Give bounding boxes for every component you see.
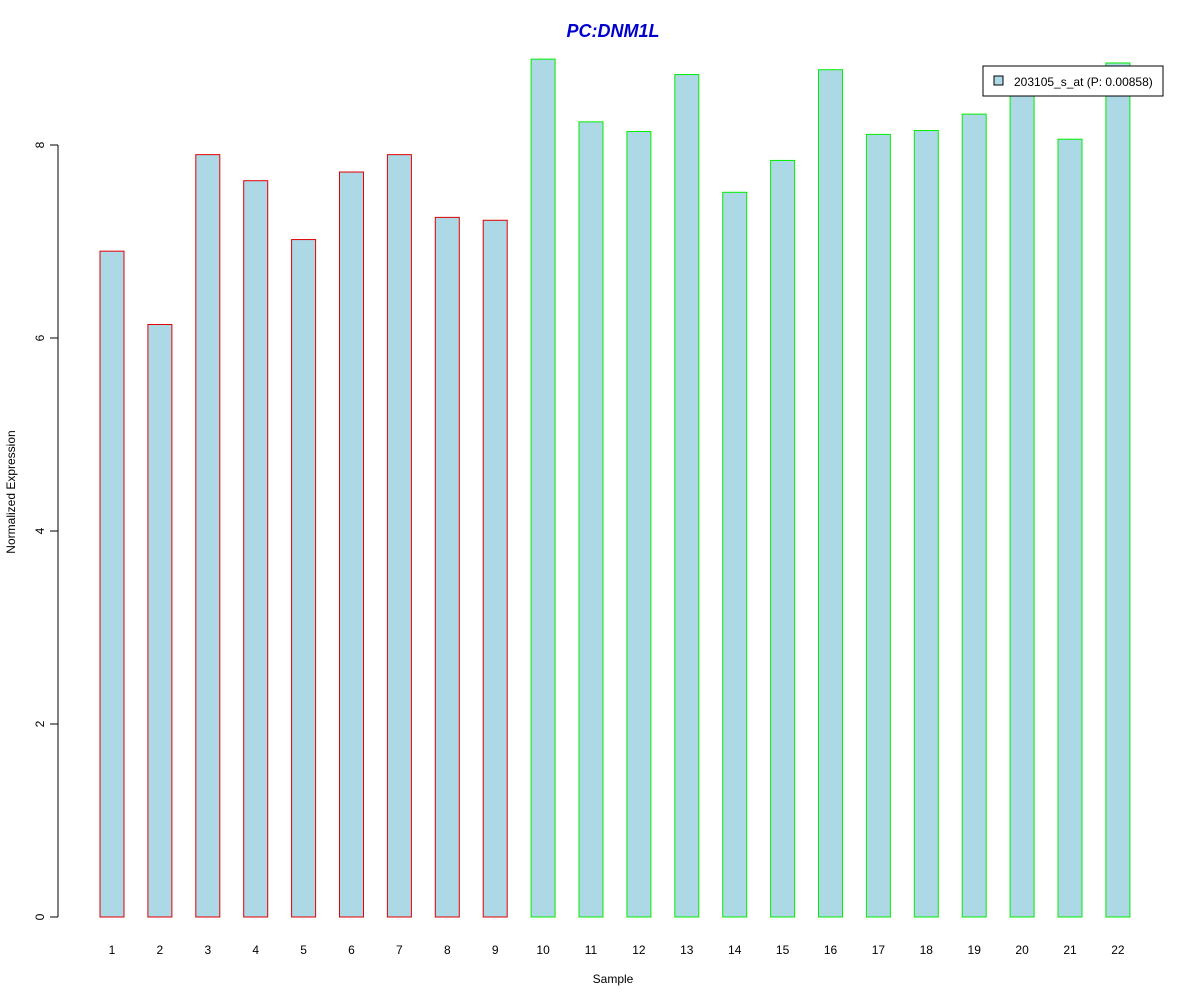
x-tick-label-14: 14	[728, 943, 742, 957]
y-tick-label: 4	[33, 527, 47, 534]
legend-box	[982, 65, 1164, 97]
bars-group	[99, 58, 1131, 918]
x-tick-label-5: 5	[300, 943, 307, 957]
bar-sample-16	[818, 69, 843, 918]
x-tick-label-19: 19	[968, 943, 982, 957]
x-tick-label-11: 11	[585, 943, 598, 957]
x-tick-label-8: 8	[444, 943, 451, 957]
bar-sample-20	[1009, 86, 1035, 918]
y-tick-label: 2	[33, 720, 47, 727]
bar-sample-15	[770, 159, 796, 918]
bar-sample-17	[865, 133, 891, 918]
x-tick-label-7: 7	[396, 943, 403, 957]
bar-sample-10	[530, 58, 556, 918]
x-tick-label-9: 9	[492, 943, 499, 957]
x-tick-label-2: 2	[157, 943, 164, 957]
bar-sample-21	[1057, 138, 1083, 918]
x-axis-tick-labels: 1 2 3 4 5 6 7 8 9 10 11 12 13 14 15 16 17 18 19 20 21 22	[109, 943, 1125, 957]
y-tick-label: 0	[33, 913, 47, 920]
x-tick-label-1: 1	[109, 943, 116, 957]
bar-sample-19	[961, 113, 987, 918]
legend: 203105_s_at (P: 0.00858)	[982, 65, 1164, 97]
x-tick-label-15: 15	[776, 943, 790, 957]
bar-sample-2	[147, 323, 173, 918]
x-tick-label-20: 20	[1015, 943, 1029, 957]
bar-sample-8	[434, 216, 460, 918]
bar-sample-7	[386, 154, 412, 918]
x-tick-label-10: 10	[536, 943, 550, 957]
legend-label: 203105_s_at (P: 0.00858)	[1014, 75, 1153, 89]
x-tick-label-12: 12	[632, 943, 646, 957]
bar-sample-13	[674, 74, 700, 918]
x-tick-label-17: 17	[872, 943, 886, 957]
x-tick-label-22: 22	[1111, 943, 1125, 957]
bar-sample-22	[1105, 62, 1131, 918]
x-tick-label-3: 3	[204, 943, 211, 957]
bar-sample-9	[482, 219, 508, 918]
bar-sample-1	[99, 250, 125, 918]
x-tick-label-18: 18	[920, 943, 934, 957]
legend-swatch	[993, 75, 1004, 86]
y-tick-label: 8	[33, 141, 47, 148]
x-tick-label-21: 21	[1063, 943, 1077, 957]
bar-sample-4	[243, 180, 269, 918]
x-tick-label-13: 13	[680, 943, 694, 957]
bar-sample-14	[722, 191, 748, 918]
y-tick-label: 6	[33, 334, 47, 341]
y-axis-ticks: 0 2 4 6 8	[33, 141, 58, 920]
x-tick-label-6: 6	[348, 943, 355, 957]
bar-sample-6	[339, 171, 364, 918]
bar-sample-12	[626, 130, 652, 918]
bar-sample-18	[913, 130, 939, 918]
y-axis-title: Normalized Expression	[4, 430, 18, 553]
x-tick-label-16: 16	[824, 943, 838, 957]
bar-sample-5	[291, 239, 317, 918]
bar-sample-11	[578, 121, 604, 918]
x-tick-label-4: 4	[252, 943, 259, 957]
chart-title: PC:DNM1L	[567, 21, 660, 41]
x-axis-title: Sample	[593, 972, 634, 986]
bar-sample-3	[195, 154, 221, 918]
